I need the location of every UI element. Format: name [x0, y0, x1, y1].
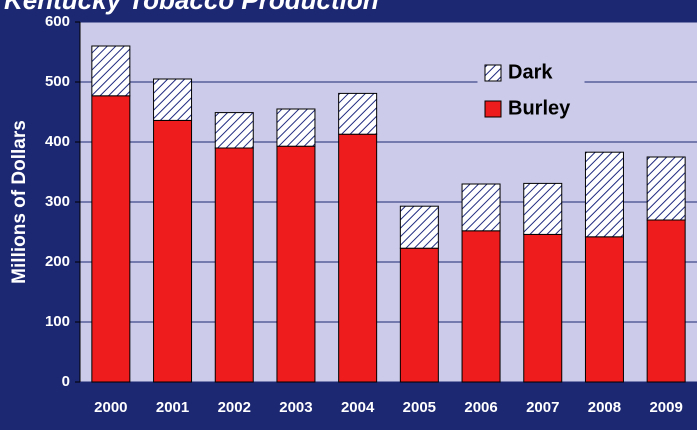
x-tick-label: 2005	[403, 399, 436, 416]
y-tick-label: 200	[45, 253, 70, 270]
bar-segment	[214, 112, 254, 149]
y-tick-label: 300	[45, 193, 70, 210]
bar-segment	[153, 119, 193, 383]
bar-segment	[153, 78, 193, 121]
y-tick-label: 400	[45, 133, 70, 150]
bar-segment	[523, 182, 563, 235]
x-tick-label: 2007	[526, 399, 559, 416]
x-tick-label: 2000	[94, 399, 127, 416]
x-tick-label: 2002	[218, 399, 251, 416]
bar-segment	[276, 145, 316, 383]
bar-segment	[214, 147, 254, 383]
bar-segment	[646, 219, 686, 383]
y-axis-title: Millions of Dollars	[9, 120, 30, 284]
y-tick-label: 0	[62, 373, 70, 390]
x-tick-label: 2009	[649, 399, 682, 416]
x-tick-label: 2001	[156, 399, 189, 416]
bar-segment	[584, 236, 624, 383]
legend-label: Dark	[508, 61, 553, 83]
bar-segment	[399, 205, 439, 249]
bar-segment	[276, 108, 316, 147]
bar-segment	[338, 133, 378, 383]
bar-segment	[91, 95, 131, 383]
bar-segment	[584, 151, 624, 238]
x-tick-label: 2008	[588, 399, 621, 416]
y-tick-label: 600	[45, 13, 70, 30]
bar-segment	[461, 183, 501, 232]
legend-swatch	[484, 100, 502, 118]
bar-segment	[399, 247, 439, 383]
bar-segment	[523, 233, 563, 383]
x-tick-label: 2004	[341, 399, 375, 416]
x-tick-label: 2003	[279, 399, 312, 416]
x-tick-label: 2006	[464, 399, 497, 416]
legend-label: Burley	[508, 97, 571, 119]
bar-segment	[461, 230, 501, 383]
bar-segment	[91, 45, 131, 97]
legend-swatch	[484, 64, 502, 82]
y-tick-label: 100	[45, 313, 70, 330]
bar-segment	[338, 92, 378, 135]
chart-title: Kentucky Tobacco Production	[4, 0, 379, 15]
bar-segment	[646, 156, 686, 221]
y-tick-label: 500	[45, 73, 70, 90]
